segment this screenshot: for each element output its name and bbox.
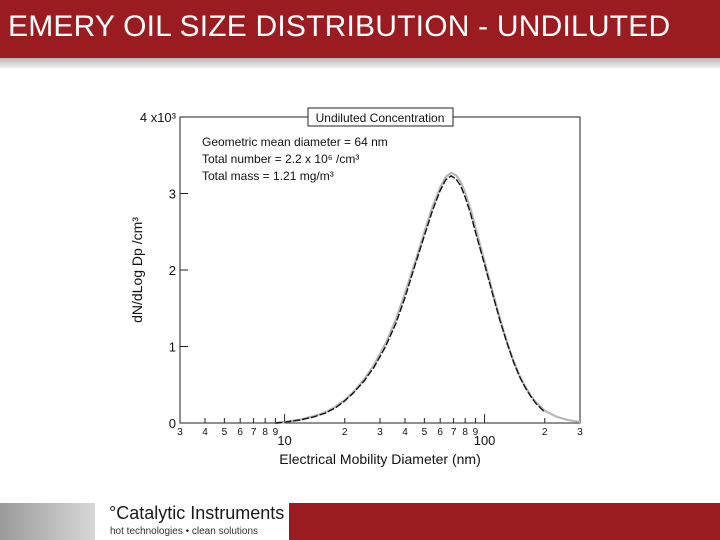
x-minor-tick-label: 9 bbox=[473, 427, 479, 438]
legend-box bbox=[307, 107, 454, 127]
x-axis-label: Electrical Mobility Diameter (nm) bbox=[279, 451, 480, 467]
x-minor-tick-label: 5 bbox=[222, 427, 228, 438]
x-minor-tick-label: 9 bbox=[273, 427, 279, 438]
page-title: EMERY OIL SIZE DISTRIBUTION - UNDILUTED bbox=[8, 10, 671, 43]
annotation-total-mass: Total mass = 1.21 mg/m³ bbox=[202, 169, 334, 183]
x-minor-tick-label: 7 bbox=[451, 427, 457, 438]
x-minor-tick-label: 3 bbox=[377, 427, 383, 438]
x-minor-tick-label: 5 bbox=[422, 427, 428, 438]
legend: Undiluted Concentration bbox=[307, 107, 454, 127]
x-minor-tick-label: 2 bbox=[542, 427, 548, 438]
x-major-tick-label: 10 bbox=[277, 433, 291, 448]
y-tick-label: 2 bbox=[169, 263, 176, 278]
series-lines bbox=[275, 171, 581, 425]
logo-brand-text: °Catalytic Instruments bbox=[109, 503, 285, 523]
y-tick-label: 4 x10³ bbox=[140, 110, 177, 125]
x-minor-tick-label: 8 bbox=[462, 427, 468, 438]
x-minor-tick-label: 2 bbox=[342, 427, 348, 438]
annotation-mean-diameter: Geometric mean diameter = 64 nm bbox=[202, 135, 388, 149]
company-logo: °Catalytic Instruments hot technologies … bbox=[103, 502, 289, 540]
x-minor-tick-label: 6 bbox=[437, 427, 443, 438]
y-axis-label: dN/dLog Dp /cm³ bbox=[129, 217, 145, 323]
x-minor-tick-label: 6 bbox=[237, 427, 243, 438]
x-minor-tick-label: 3 bbox=[577, 427, 583, 438]
x-minor-tick-label: 4 bbox=[402, 427, 408, 438]
x-major-tick-label: 100 bbox=[474, 433, 496, 448]
fit-line bbox=[275, 171, 581, 425]
logo-tagline: hot technologies • clean solutions bbox=[110, 526, 259, 537]
measured-line bbox=[275, 175, 546, 424]
x-axis: 3 4 5 6 7 8 9 2 3 4 5 6 7 8 9 2 310 100 bbox=[177, 414, 583, 448]
footer-gray-block bbox=[0, 503, 95, 540]
annotations: Geometric mean diameter = 64 nm Total nu… bbox=[202, 135, 388, 183]
y-tick-label: 1 bbox=[169, 340, 176, 355]
x-minor-tick-label: 3 bbox=[177, 427, 183, 438]
title-underline-band bbox=[0, 58, 720, 68]
x-minor-tick-label: 8 bbox=[262, 427, 268, 438]
y-tick-label: 3 bbox=[169, 187, 176, 202]
y-axis: 0 1 2 3 4 x10³ bbox=[140, 110, 188, 431]
footer-red-bar bbox=[289, 503, 720, 540]
x-minor-tick-label: 7 bbox=[251, 427, 257, 438]
title-bar: EMERY OIL SIZE DISTRIBUTION - UNDILUTED bbox=[0, 0, 720, 58]
annotation-total-number: Total number = 2.2 x 10⁶ /cm³ bbox=[202, 152, 359, 166]
x-minor-tick-label: 4 bbox=[202, 427, 208, 438]
legend-title: Undiluted Concentration bbox=[316, 111, 445, 125]
y-tick-label: 0 bbox=[169, 416, 176, 431]
